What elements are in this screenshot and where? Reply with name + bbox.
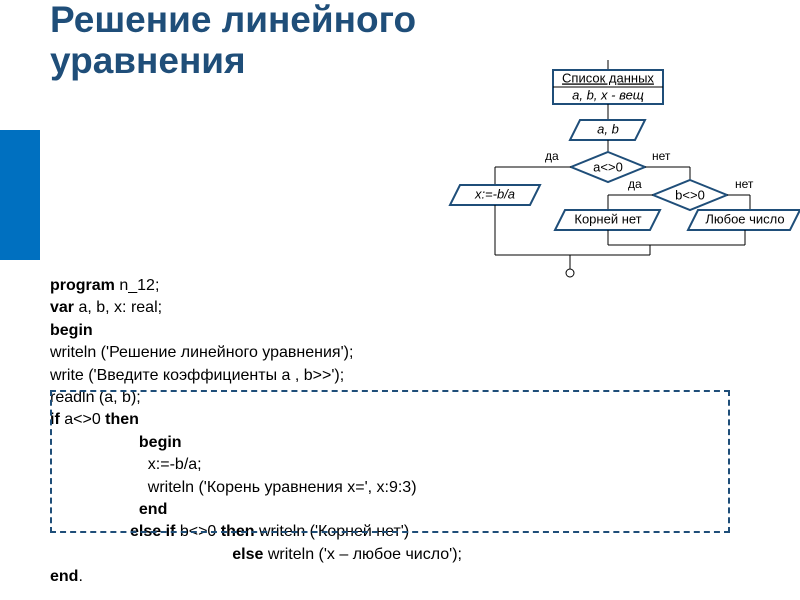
code-line-5: write ('Введите коэффициенты a , b>>'); — [50, 365, 462, 387]
fc-anynum: Любое число — [705, 211, 784, 226]
fc-label-yes-b: да — [628, 177, 642, 191]
fc-cond-b: b<>0 — [675, 187, 705, 202]
fc-datalist1: Список данных — [562, 70, 654, 85]
code-line-3: begin — [50, 320, 462, 342]
flowchart-diagram: Список данных a, b, x - вещ a, b a<>0 да… — [440, 60, 800, 280]
code-line-14: end. — [50, 566, 462, 588]
code-line-4: writeln ('Решение линейного уравнения'); — [50, 342, 462, 364]
fc-label-yes-a: да — [545, 149, 559, 163]
fc-noroots: Корней нет — [574, 211, 641, 226]
code-line-2: var a, b, x: real; — [50, 297, 462, 319]
code-line-1: program n_12; — [50, 275, 462, 297]
fc-input-ab: a, b — [597, 121, 619, 136]
fc-assign-x: x:=-b/a — [474, 186, 515, 201]
code-line-13: else writeln ('x – любое число'); — [50, 544, 462, 566]
fc-label-no-a: нет — [652, 149, 671, 163]
code-highlight-box — [50, 390, 730, 533]
left-accent-bar — [0, 130, 40, 260]
fc-label-no-b: нет — [735, 177, 754, 191]
fc-cond-a: a<>0 — [593, 159, 623, 174]
fc-datalist2: a, b, x - вещ — [572, 87, 644, 102]
